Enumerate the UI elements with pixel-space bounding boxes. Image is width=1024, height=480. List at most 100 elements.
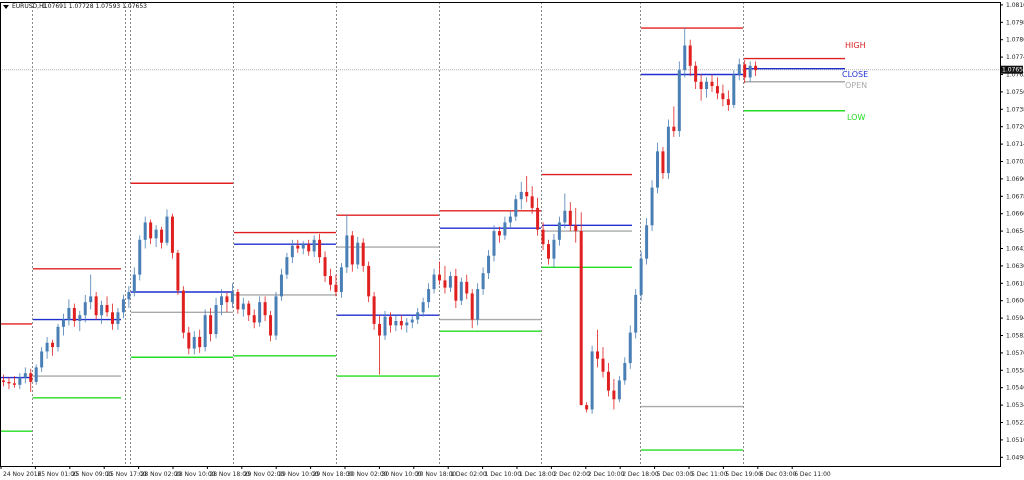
candle-body xyxy=(356,242,360,265)
candle xyxy=(89,274,93,310)
candle-body xyxy=(23,373,27,378)
candle xyxy=(72,303,76,327)
y-tick-label: 1.06060 xyxy=(1006,298,1024,305)
y-tick-label: 1.08100 xyxy=(1006,2,1024,9)
y-tick-label: 1.07860 xyxy=(1006,37,1024,44)
candle-body xyxy=(361,242,365,266)
candle-body xyxy=(274,296,278,336)
triangle-down-icon[interactable] xyxy=(3,5,9,9)
candle xyxy=(410,315,414,329)
candle-body xyxy=(754,65,758,71)
candle-body xyxy=(721,93,725,100)
x-tick-label: 25 Nov 09:00 xyxy=(72,471,113,478)
candle xyxy=(465,274,469,300)
x-tick-label: 2 Dec 10:00 xyxy=(588,471,625,478)
candle xyxy=(220,289,223,316)
candle xyxy=(296,239,300,253)
candle xyxy=(726,90,730,111)
candle xyxy=(2,374,5,387)
candle-body xyxy=(225,296,229,303)
y-tick-label: 1.05940 xyxy=(1006,315,1024,322)
candle-body xyxy=(94,296,98,316)
candle xyxy=(688,39,692,76)
x-tick-label: 5 Dec 19:00 xyxy=(725,471,762,478)
candle-body xyxy=(334,284,338,292)
x-tick-label: 29 Nov 10:00 xyxy=(278,471,319,478)
y-tick-label: 1.06180 xyxy=(1006,280,1024,287)
label-low: LOW xyxy=(847,113,865,122)
candle xyxy=(367,261,371,303)
candle-body xyxy=(170,216,174,253)
candle-body xyxy=(263,302,267,316)
candle-body xyxy=(666,126,670,174)
candle xyxy=(421,297,425,317)
candle-body xyxy=(258,302,262,323)
candle-body xyxy=(279,274,283,297)
candle-body xyxy=(497,231,501,236)
candle-body xyxy=(61,319,65,327)
candle-body xyxy=(448,276,452,288)
candle-body xyxy=(405,322,409,326)
x-tick-label: 2 Dec 02:00 xyxy=(553,471,590,478)
candle xyxy=(721,84,725,107)
candle-body xyxy=(105,305,109,313)
candle xyxy=(138,235,142,281)
candle xyxy=(301,241,305,255)
candle-body xyxy=(732,74,736,105)
candle xyxy=(530,186,534,214)
candle-body xyxy=(645,225,649,259)
candle xyxy=(285,252,289,279)
label-open: OPEN xyxy=(845,81,867,90)
current-price-tag xyxy=(1001,65,1023,74)
candle xyxy=(443,265,447,294)
y-tick-label: 1.05460 xyxy=(1006,385,1024,392)
x-tick-label: 2 Dec 18:00 xyxy=(622,471,659,478)
candle-body xyxy=(312,239,316,252)
candles xyxy=(2,28,758,414)
x-tick-label: 1 Dec 02:00 xyxy=(450,471,487,478)
y-tick-label: 1.05100 xyxy=(1006,437,1024,444)
y-tick-label: 1.06900 xyxy=(1006,176,1024,183)
candle xyxy=(45,336,49,359)
candle-body xyxy=(214,305,218,335)
candle xyxy=(438,261,441,285)
label-high: HIGH xyxy=(845,41,866,50)
candle xyxy=(677,61,681,137)
candle-body xyxy=(568,210,572,226)
candle xyxy=(154,225,158,248)
x-tick-label: 24 Nov 2016 xyxy=(3,471,42,478)
candle-body xyxy=(394,321,398,326)
candle-body xyxy=(650,187,654,226)
candle xyxy=(388,312,392,333)
candle xyxy=(83,294,87,323)
y-tick-label: 1.07620 xyxy=(1006,72,1024,79)
candle-body xyxy=(628,332,632,364)
candle xyxy=(176,249,180,295)
candle xyxy=(639,251,643,301)
candle-body xyxy=(574,225,578,232)
candle xyxy=(666,119,670,179)
candle xyxy=(12,376,16,388)
x-tick-label: 30 Nov 18:00 xyxy=(416,471,457,478)
candle-body xyxy=(715,86,719,94)
candle-body xyxy=(710,81,714,87)
candle xyxy=(476,283,480,326)
candle xyxy=(269,310,273,342)
candle xyxy=(612,379,616,410)
candle-body xyxy=(399,321,403,326)
candle-body xyxy=(547,244,550,259)
x-tick-label: 5 Dec 11:00 xyxy=(691,471,728,478)
candle-body xyxy=(198,336,202,348)
candle xyxy=(51,339,55,356)
candle-body xyxy=(241,303,245,310)
candle xyxy=(596,329,600,368)
x-tick-label: 28 Nov 10:00 xyxy=(175,471,216,478)
candle-body xyxy=(552,239,556,259)
candle-body xyxy=(12,383,16,385)
candle-body xyxy=(388,316,392,326)
candle xyxy=(732,70,736,108)
chart-header: EURUSD,H1 1.07691 1.07728 1.07593 1.0765… xyxy=(3,3,147,10)
candle xyxy=(448,271,452,292)
label-close: CLOSE xyxy=(842,70,868,79)
